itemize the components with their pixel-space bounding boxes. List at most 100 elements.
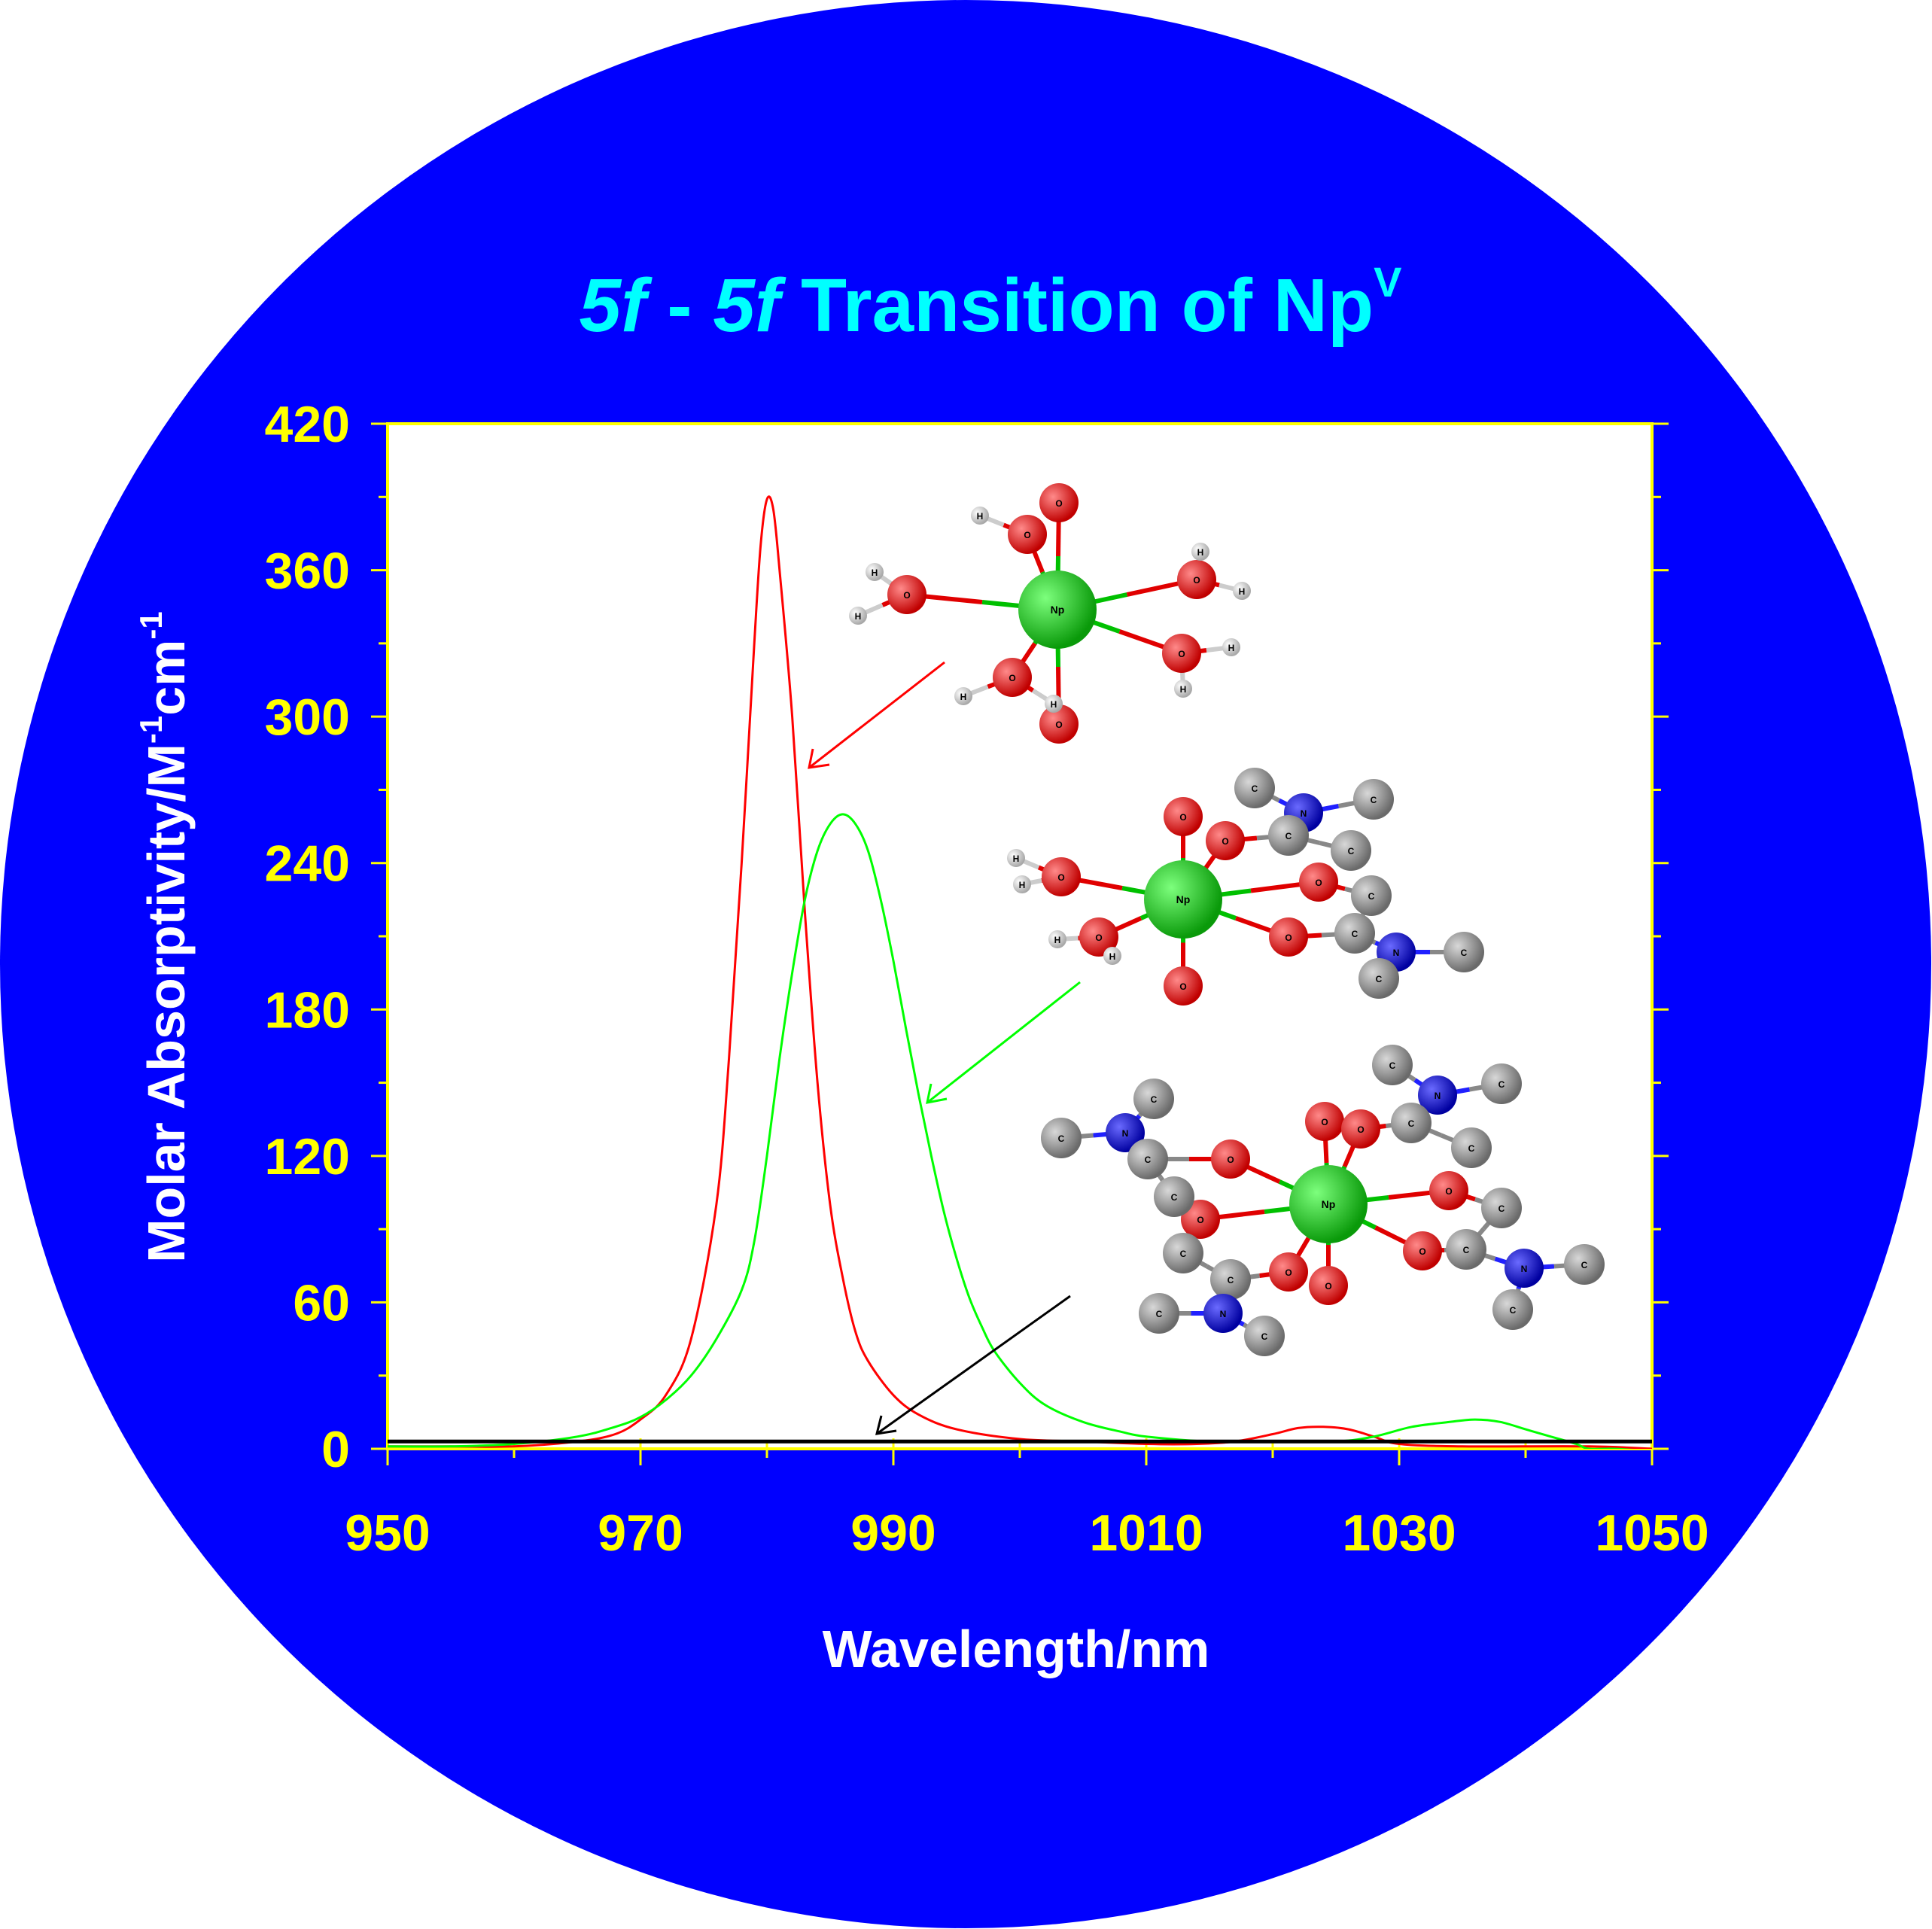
chart-title: 5f - 5f Transition of NpV <box>580 258 1402 348</box>
atom-label: C <box>1468 1143 1475 1154</box>
atom-c: C <box>1154 1176 1194 1217</box>
y-tick-label: 180 <box>265 981 350 1039</box>
atom-c: C <box>1127 1139 1168 1179</box>
y-tick-label: 300 <box>265 689 350 746</box>
atom-label: O <box>1357 1124 1364 1135</box>
atom-sphere <box>866 563 884 581</box>
atom-label: H <box>977 511 984 522</box>
molecule-3: Np O O O O O O O O C N C C C C C N C C C N C C C C C N C C <box>1041 1045 1605 1356</box>
atom-sphere <box>1299 863 1338 902</box>
atom-label: C <box>1368 891 1375 902</box>
y-tick-label: 0 <box>321 1421 350 1478</box>
atom-sphere <box>1127 1139 1168 1179</box>
atom-c: C <box>1492 1289 1533 1330</box>
atom-label: N <box>1393 948 1400 958</box>
atom-h: H <box>849 607 867 625</box>
atom-c: C <box>1391 1103 1432 1143</box>
title-part-dash: - <box>646 263 713 348</box>
atom-sphere <box>1289 1165 1368 1243</box>
atom-sphere <box>1233 582 1251 600</box>
atom-c: C <box>1268 815 1309 856</box>
atom-sphere <box>1444 932 1484 972</box>
atom-label: H <box>1239 586 1246 597</box>
y-axis-label-mid: cm <box>137 640 196 716</box>
atom-label: O <box>1445 1186 1452 1197</box>
atom-c: C <box>1372 1045 1413 1085</box>
atom-label: C <box>1371 795 1377 805</box>
atom-c: C <box>1564 1244 1605 1285</box>
atom-sphere <box>1451 1127 1492 1168</box>
atom-label: O <box>1009 673 1015 683</box>
atom-sphere <box>1174 680 1192 698</box>
atom-label: Np <box>1051 604 1065 616</box>
atom-label: O <box>1227 1155 1234 1165</box>
atom-o: O <box>887 575 926 614</box>
atom-sphere <box>1008 515 1047 554</box>
atom-sphere <box>1211 1139 1250 1179</box>
atom-sphere <box>1018 570 1097 649</box>
atom-sphere <box>1164 966 1203 1006</box>
atom-label: C <box>1352 929 1358 939</box>
atom-o: O <box>993 658 1032 697</box>
title-part-5f-1: 5f <box>580 263 653 348</box>
atom-sphere <box>1353 779 1394 820</box>
atom-h: H <box>1045 695 1063 713</box>
atom-label: O <box>1285 1267 1292 1278</box>
atom-o: O <box>1211 1139 1250 1179</box>
atom-sphere <box>849 607 867 625</box>
atom-h: H <box>866 563 884 581</box>
atom-c: C <box>1481 1188 1522 1228</box>
atom-label: O <box>1057 872 1064 883</box>
atom-label: O <box>1193 575 1200 586</box>
green-arrow <box>926 981 1081 1104</box>
atom-sphere <box>1331 830 1371 871</box>
y-tick-label: 60 <box>293 1274 350 1331</box>
atom-sphere <box>1039 704 1079 744</box>
atom-label: C <box>1228 1275 1234 1285</box>
atom-label: O <box>1055 720 1062 730</box>
atom-sphere <box>1403 1231 1442 1270</box>
atom-label: O <box>1095 933 1102 943</box>
atom-sphere <box>1351 875 1392 916</box>
pointer-arrows <box>808 661 1081 1435</box>
atom-o: O <box>1008 515 1047 554</box>
atom-label: N <box>1220 1309 1227 1319</box>
atom-o: O <box>1039 704 1079 744</box>
atom-label: O <box>1197 1215 1203 1225</box>
atom-sphere <box>1505 1249 1544 1288</box>
atom-h: H <box>1007 849 1025 867</box>
atom-o: O <box>1269 917 1308 957</box>
atom-sphere <box>1154 1176 1194 1217</box>
atom-sphere <box>1341 1109 1380 1149</box>
atom-label: C <box>1510 1305 1517 1316</box>
atom-sphere <box>1305 1102 1344 1141</box>
atom-label: H <box>1109 951 1116 962</box>
atom-sphere <box>1269 1252 1308 1292</box>
atom-label: H <box>960 692 967 702</box>
atom-sphere <box>1164 797 1203 836</box>
atom-h: H <box>954 687 972 705</box>
atom-sphere <box>1177 560 1216 599</box>
atom-o: O <box>1299 863 1338 902</box>
atom-sphere <box>1391 1103 1432 1143</box>
atom-h: H <box>1191 543 1209 561</box>
atom-sphere <box>1334 913 1375 954</box>
atom-label: C <box>1058 1133 1065 1144</box>
atom-sphere <box>1269 917 1308 957</box>
atom-sphere <box>1048 930 1066 948</box>
atom-c: C <box>1244 1316 1285 1356</box>
atom-label: C <box>1498 1203 1505 1214</box>
x-tick-label: 1010 <box>1089 1505 1203 1562</box>
atom-sphere <box>1372 1045 1413 1085</box>
atom-h: H <box>1013 875 1031 893</box>
atom-label: C <box>1408 1118 1415 1129</box>
atom-o: O <box>1341 1109 1380 1149</box>
title-superscript: V <box>1374 258 1401 306</box>
atom-label: O <box>903 590 910 601</box>
atom-sphere <box>1210 1259 1251 1300</box>
y-tick-label: 120 <box>265 1128 350 1185</box>
atom-np: Np <box>1018 570 1097 649</box>
